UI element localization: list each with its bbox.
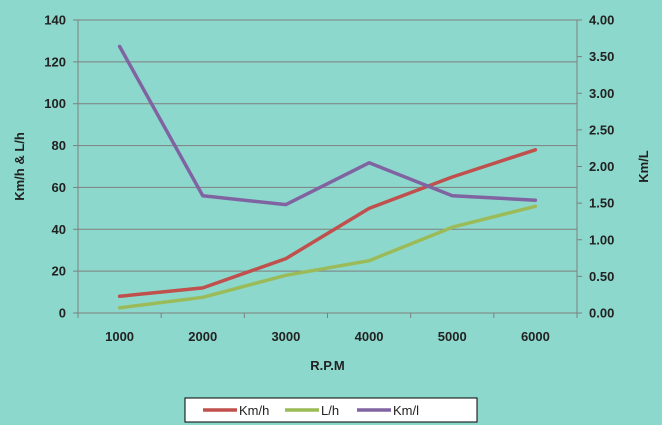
series-line-km-h	[117, 148, 538, 299]
y2-tick-label: 2.00	[589, 159, 614, 174]
y-tick-label: 120	[44, 54, 66, 69]
y-axis-title: Km/h & L/h	[12, 132, 27, 201]
legend-label: L/h	[321, 403, 339, 418]
y2-axis-title: Km/L	[636, 150, 651, 183]
series-line-km-l	[117, 44, 538, 207]
y2-tick-labels: 0.00 0.50 1.00 1.50 2.00 2.50 3.00 3.50 4.00	[589, 13, 614, 321]
y-tick-label: 140	[44, 13, 66, 28]
y2-tick-label: 0.50	[589, 269, 614, 284]
series-lines	[117, 44, 538, 310]
legend: Km/h L/h Km/l	[184, 397, 478, 423]
series-line-l-h	[117, 204, 538, 310]
y-tick-label: 80	[52, 138, 66, 153]
y2-tick-label: 3.50	[589, 49, 614, 64]
y2-tick-label: 2.50	[589, 122, 614, 137]
x-tick-label: 4000	[355, 329, 384, 344]
y-tick-label: 0	[59, 306, 66, 321]
x-axis-title: R.P.M	[310, 358, 344, 373]
axes	[73, 19, 582, 318]
legend-items: Km/h L/h Km/l	[203, 403, 419, 418]
y2-tick-label: 0.00	[589, 306, 614, 321]
y2-tick-label: 4.00	[589, 13, 614, 28]
y2-tick-label: 3.00	[589, 86, 614, 101]
x-tick-label: 3000	[271, 329, 300, 344]
y-tick-label: 100	[44, 96, 66, 111]
legend-label: Km/l	[393, 403, 419, 418]
y2-tick-label: 1.50	[589, 196, 614, 211]
y2-tick-label: 1.00	[589, 232, 614, 247]
legend-label: Km/h	[239, 403, 269, 418]
y-tick-label: 40	[52, 222, 66, 237]
y-tick-label: 20	[52, 264, 66, 279]
y-tick-labels: 0 20 40 60 80 100 120 140	[44, 13, 66, 321]
x-tick-label: 1000	[105, 329, 134, 344]
x-tick-label: 6000	[521, 329, 550, 344]
gridlines	[78, 19, 577, 314]
x-tick-label: 5000	[438, 329, 467, 344]
x-tick-label: 2000	[188, 329, 217, 344]
y-tick-label: 60	[52, 180, 66, 195]
x-tick-labels: 1000 2000 3000 4000 5000 6000	[105, 329, 550, 344]
